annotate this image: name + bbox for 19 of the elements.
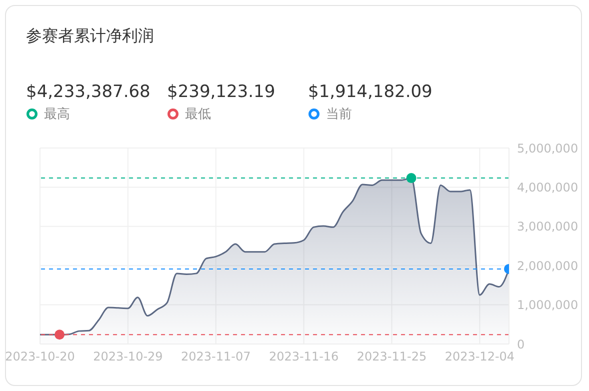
text: $4,233,387.68	[26, 82, 150, 102]
x-tick-label: 2023-11-25	[356, 350, 427, 364]
y-tick-label: 1,000,000	[517, 298, 578, 312]
legend-label: 当前	[325, 106, 353, 123]
legend-label: 最高	[43, 106, 71, 123]
x-tick-label: 2023-11-07	[181, 350, 251, 364]
y-tick-label: 2,000,000	[517, 258, 578, 273]
text: $239,123.19	[167, 82, 276, 102]
chart-title: 参赛者累计净利润	[26, 26, 154, 47]
x-tick-label: 2023-12-04	[444, 350, 515, 364]
x-tick-label: 2023-10-20	[5, 350, 75, 364]
y-tick-label: 4,000,000	[517, 180, 578, 194]
y-tick-label: 0	[517, 337, 525, 352]
x-tick-label: 2023-10-29	[93, 350, 163, 364]
y-tick-label: 3,000,000	[517, 220, 578, 234]
x-tick-label: 2023-11-16	[268, 350, 339, 364]
legend-label: 最低	[184, 106, 212, 123]
y-tick-label: 5,000,000	[517, 141, 578, 156]
text: $1,914,182.09	[308, 82, 432, 102]
